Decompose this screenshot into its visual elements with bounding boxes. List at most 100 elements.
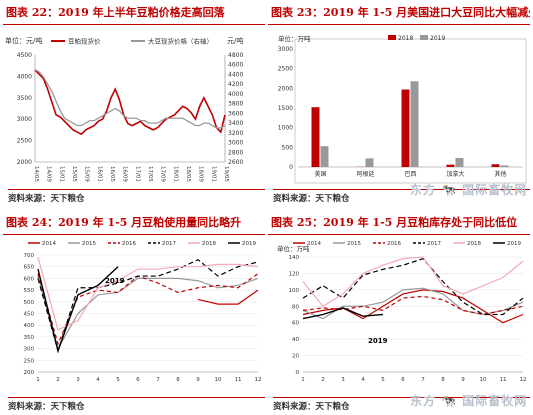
watermark-logo: 东方 🐄 国际畜牧网 <box>410 394 528 408</box>
x-tick-label: 2 <box>321 377 325 383</box>
legend-label: 2019 <box>507 241 521 247</box>
y-axis-label-right: 元/吨 <box>227 36 243 45</box>
y-tick-label-right: 2600 <box>228 159 243 166</box>
panel-chart-22: 图表 22：2019 年上半年豆粕价格走高回落 单位：元/吨 元/吨 2000 250… <box>3 3 265 208</box>
x-tick-label: 10 <box>215 377 222 383</box>
x-tick-label: 5 <box>116 377 120 383</box>
y-tick-label-right: 3000 <box>228 140 243 147</box>
x-tick-label: 16/01 <box>96 166 102 182</box>
y-tick-label: 200 <box>24 370 35 376</box>
y-tick-label: 500 <box>282 144 294 151</box>
y-tick-label-right: 4400 <box>228 71 243 78</box>
y-tick-label: 0 <box>289 164 293 171</box>
legend-label: 2017 <box>427 241 441 247</box>
y-tick-label: 700 <box>24 253 35 259</box>
annotation-2019: 2019 <box>105 277 125 285</box>
panel-chart-25: 图表 25：2019 年 1-5 月豆粕库存处于同比低位 单位：万吨 0 20 40 6… <box>268 213 530 413</box>
series-line-2015 <box>37 275 259 351</box>
y-tick-label: 40 <box>292 337 299 343</box>
y-tick-label-right: 3800 <box>228 101 243 108</box>
source-note: 资料来源：天下粮仓 <box>273 189 530 204</box>
bar-2018 <box>401 89 410 167</box>
y-tick-label: 60 <box>292 321 299 327</box>
legend-label: 2018 <box>398 35 413 42</box>
watermark-logo: 东方 🐄 国际畜牧网 <box>410 183 528 197</box>
y-tick-label: 0 <box>296 370 300 376</box>
x-tick-label: 7 <box>421 377 425 383</box>
bar-2019 <box>365 158 374 167</box>
y-tick-label: 2000 <box>278 85 293 92</box>
series-line-2018 <box>302 256 524 308</box>
y-tick-label: 250 <box>24 358 35 364</box>
y-tick-label-right: 4000 <box>228 91 243 98</box>
bar-2018 <box>491 164 500 167</box>
y-tick-label-left: 4000 <box>17 73 32 80</box>
x-tick-label: 加拿大 <box>446 170 464 178</box>
y-tick-label-right: 4200 <box>228 81 243 88</box>
chart-25-title: 图表 25：2019 年 1-5 月豆粕库存处于同比低位 <box>268 213 530 235</box>
y-tick-label-left: 3000 <box>17 116 32 123</box>
y-tick-label-right: 2800 <box>228 149 243 156</box>
x-tick-label: 巴西 <box>404 171 416 178</box>
x-tick-label: 8 <box>441 377 445 383</box>
chart-24-title: 图表 24：2019 年 1-5 月豆粕使用量同比略升 <box>3 213 265 235</box>
x-tick-label: 1 <box>36 377 40 383</box>
y-tick-label-left: 3500 <box>17 95 32 102</box>
x-tick-label: 4 <box>96 377 100 383</box>
x-tick-label: 17/05 <box>147 166 153 182</box>
chart-23-us-soy-imports: 单位：万吨 0 500 1000 1500 2000 2500 3000 美国 阿根廷 巴西 加拿大 其… <box>278 34 527 184</box>
bar-2018 <box>446 164 455 167</box>
x-tick-label: 19/05 <box>223 166 229 182</box>
annotation-2019: 2019 <box>368 337 388 345</box>
x-tick-label: 11 <box>500 377 507 383</box>
x-tick-label: 15/01 <box>58 166 64 182</box>
series-line-soybean <box>34 69 226 129</box>
x-tick-label: 12 <box>255 377 262 383</box>
x-tick-label: 14/09 <box>46 166 52 182</box>
y-tick-label: 1000 <box>278 125 293 132</box>
x-tick-label: 其他 <box>494 170 506 178</box>
legend-label: 2016 <box>122 241 136 247</box>
y-tick-label-left: 2000 <box>17 159 32 166</box>
y-tick-label: 140 <box>289 255 300 261</box>
y-tick-label: 600 <box>24 276 35 282</box>
y-axis-label: 单位：万吨 <box>277 244 310 253</box>
bar-2019 <box>500 165 509 167</box>
x-tick-label: 10 <box>480 377 487 383</box>
y-tick-label: 2500 <box>278 66 293 73</box>
legend-label: 2018 <box>202 241 216 247</box>
legend-label: 2019 <box>430 35 445 42</box>
y-tick-label-right: 4800 <box>228 52 243 59</box>
source-note: 资料来源：天下粮仓 <box>8 189 265 204</box>
y-tick-label: 120 <box>289 271 300 277</box>
x-tick-label: 16/05 <box>109 166 115 182</box>
legend-label: 2015 <box>347 241 361 247</box>
series-line-2016 <box>302 295 524 316</box>
y-tick-label-right: 3600 <box>228 110 243 117</box>
y-tick-label-left: 4500 <box>17 52 32 59</box>
legend-label: 豆粕现货价 <box>68 37 101 46</box>
x-tick-label: 12 <box>520 377 527 383</box>
source-note: 资料来源：天下粮仓 <box>273 397 530 412</box>
legend-label: 2016 <box>387 241 401 247</box>
x-tick-label: 阿根廷 <box>356 170 374 178</box>
bar-2019 <box>320 146 329 167</box>
y-tick-label: 450 <box>24 312 35 318</box>
x-tick-label: 7 <box>156 377 160 383</box>
x-tick-label: 6 <box>136 377 140 383</box>
legend-label: 2019 <box>242 241 256 247</box>
y-tick-label: 80 <box>292 304 299 310</box>
bar-2019 <box>455 157 464 167</box>
y-tick-label: 20 <box>292 354 299 360</box>
chart-23-title: 图表 23：2019 年 1-5 月美国进口大豆同比大幅减少 <box>268 3 530 25</box>
x-tick-label: 18/09 <box>198 166 204 182</box>
x-tick-label: 18/05 <box>185 166 191 182</box>
legend-label: 2014 <box>307 241 321 247</box>
series-line-2019 <box>37 266 119 354</box>
series-line-soymeal <box>34 69 226 136</box>
x-tick-label: 4 <box>361 377 365 383</box>
source-note: 资料来源：天下粮仓 <box>8 397 265 412</box>
legend-swatch <box>388 35 396 40</box>
legend-label: 2015 <box>82 241 96 247</box>
legend-label: 大豆现货价格（右轴） <box>148 37 213 46</box>
